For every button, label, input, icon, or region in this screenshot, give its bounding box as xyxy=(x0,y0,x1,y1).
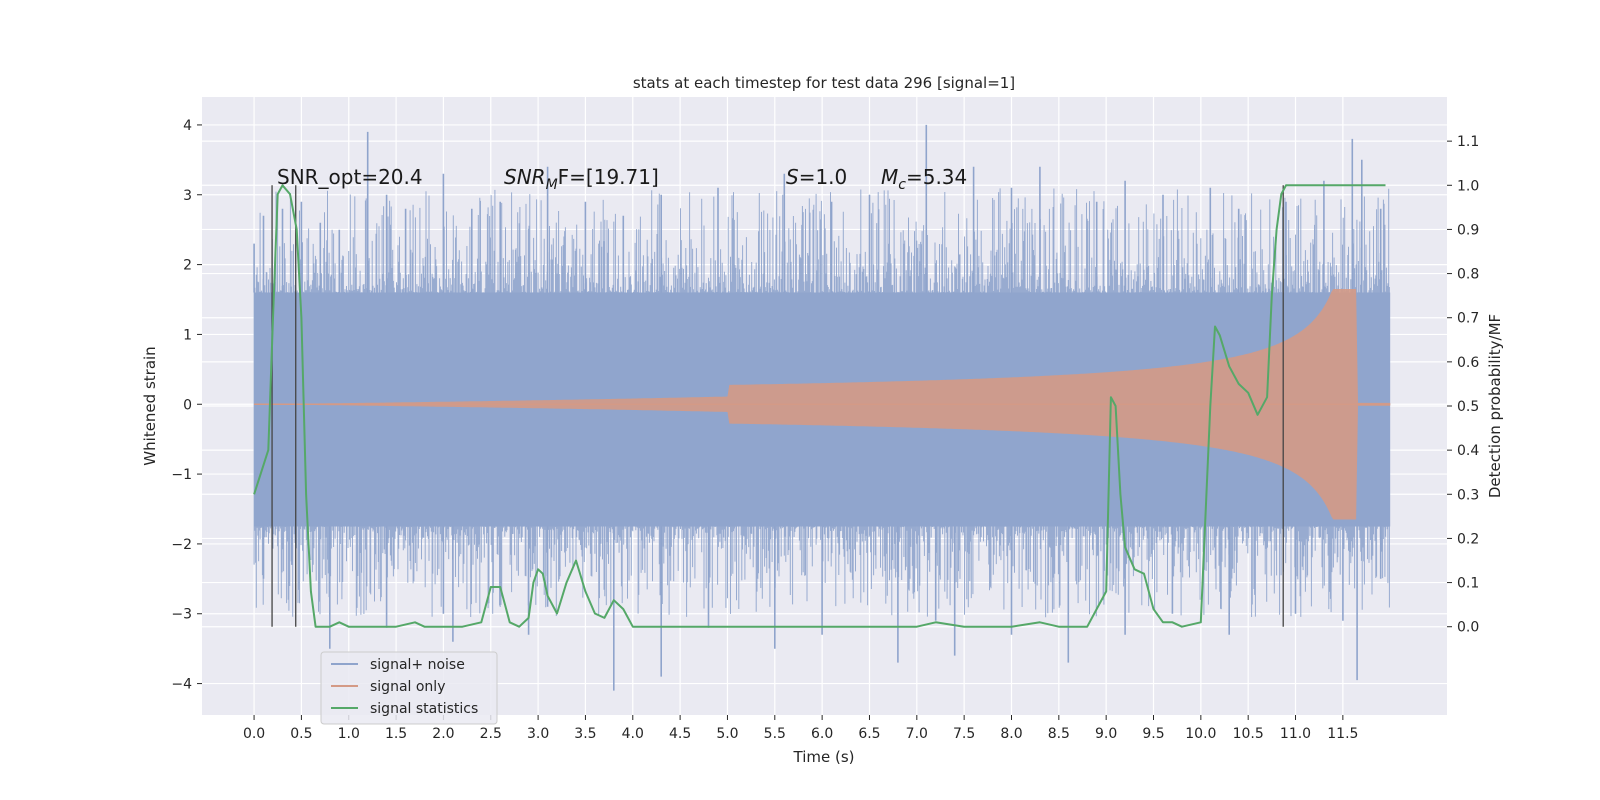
y-right-tick-labels: 1.1 1.0 0.9 0.8 0.7 0.6 0.5 0.4 0.3 0.2 0.1 0.0 xyxy=(1447,134,1479,636)
annotation-mc-value: =5.34 xyxy=(906,165,967,189)
y-right-tick-label: 0.2 xyxy=(1457,531,1479,547)
x-tick-label: 7.5 xyxy=(953,726,975,742)
y-right-tick-label: 0.4 xyxy=(1457,443,1479,459)
x-tick-label: 2.0 xyxy=(432,726,454,742)
legend: signal+ noise signal only signal statist… xyxy=(320,651,498,725)
y-right-tick-label: 0.9 xyxy=(1457,222,1479,238)
y-tick-label: 4 xyxy=(183,118,192,134)
annotation-snr-mf: SNRMF=[19.71] xyxy=(504,165,659,193)
annotation-s-value: =1.0 xyxy=(799,165,848,189)
x-tick-label: 5.0 xyxy=(716,726,738,742)
y-right-tick-label: 0.7 xyxy=(1457,311,1479,327)
x-tick-label: 11.0 xyxy=(1280,726,1311,742)
x-tick-label: 6.0 xyxy=(811,726,833,742)
legend-label-signal: signal only xyxy=(370,679,445,695)
x-tick-label: 2.5 xyxy=(480,726,502,742)
x-tick-labels: 0.0 0.5 1.0 1.5 2.0 2.5 3.0 3.5 4.0 4.5 5.0 5.5 6.0 6… xyxy=(243,715,1358,742)
annotation-s: S=1.0 xyxy=(786,165,847,189)
x-tick-label: 9.5 xyxy=(1142,726,1164,742)
x-tick-label: 8.5 xyxy=(1048,726,1070,742)
x-axis-label: Time (s) xyxy=(793,748,855,766)
noise-spikes xyxy=(253,124,1382,691)
y-right-tick-label: 1.0 xyxy=(1457,178,1479,194)
y-right-axis-label: Detection probability/MF xyxy=(1486,314,1504,498)
x-tick-label: 4.5 xyxy=(669,726,691,742)
x-tick-label: 9.0 xyxy=(1095,726,1117,742)
annotation-snr-mf-subscript: M xyxy=(546,177,558,193)
annotation-mc-symbol: M xyxy=(881,165,898,189)
y-right-tick-label: 0.1 xyxy=(1457,576,1479,592)
y-tick-label: −3 xyxy=(171,607,192,623)
y-tick-label: −2 xyxy=(171,537,192,553)
chart-title: stats at each timestep for test data 296… xyxy=(633,74,1015,92)
x-tick-label: 1.5 xyxy=(385,726,407,742)
annotation-s-symbol: S xyxy=(786,165,799,189)
x-tick-label: 11.5 xyxy=(1327,726,1358,742)
y-tick-label: −1 xyxy=(171,467,192,483)
statistics-line xyxy=(253,184,1386,628)
annotation-mc-subscript: c xyxy=(898,177,906,193)
signal-only-series xyxy=(254,289,1391,520)
annotation-mc: Mc=5.34 xyxy=(881,165,967,193)
y-axis-label: Whitened strain xyxy=(141,346,159,465)
x-tick-label: 10.5 xyxy=(1233,726,1264,742)
y-tick-label: 2 xyxy=(183,258,192,274)
x-tick-label: 10.0 xyxy=(1185,726,1216,742)
x-tick-label: 7.0 xyxy=(906,726,928,742)
x-tick-label: 8.0 xyxy=(1000,726,1022,742)
y-right-tick-label: 0.3 xyxy=(1457,487,1479,503)
x-tick-label: 0.0 xyxy=(243,726,265,742)
y-right-tick-label: 0.8 xyxy=(1457,267,1479,283)
x-tick-label: 0.5 xyxy=(290,726,312,742)
x-tick-label: 1.0 xyxy=(338,726,360,742)
y-tick-label: −4 xyxy=(171,677,192,693)
annotation-snr-mf-symbol: SNR xyxy=(504,165,546,189)
y-right-tick-label: 0.6 xyxy=(1457,355,1479,371)
x-tick-label: 3.5 xyxy=(574,726,596,742)
legend-box xyxy=(320,651,498,725)
signal-statistics-series xyxy=(253,184,1386,628)
annotation-snr-mf-value: F=[19.71] xyxy=(558,165,659,189)
vertical-markers xyxy=(271,185,1284,627)
y-tick-label: 3 xyxy=(183,188,192,204)
x-tick-label: 4.0 xyxy=(622,726,644,742)
x-tick-label: 6.5 xyxy=(858,726,880,742)
legend-label-stats: signal statistics xyxy=(370,701,478,717)
annotation-snr-opt: SNR_opt=20.4 xyxy=(277,165,423,189)
x-tick-label: 3.0 xyxy=(527,726,549,742)
y-tick-label: 1 xyxy=(183,327,192,343)
y-tick-labels: 4 3 2 1 0 −1 −2 −3 −4 xyxy=(171,118,202,693)
y-right-tick-label: 1.1 xyxy=(1457,134,1479,150)
y-right-tick-label: 0.0 xyxy=(1457,620,1479,636)
y-tick-label: 0 xyxy=(183,397,192,413)
y-right-tick-label: 0.5 xyxy=(1457,399,1479,415)
legend-label-noise: signal+ noise xyxy=(370,657,465,673)
x-tick-label: 5.5 xyxy=(764,726,786,742)
